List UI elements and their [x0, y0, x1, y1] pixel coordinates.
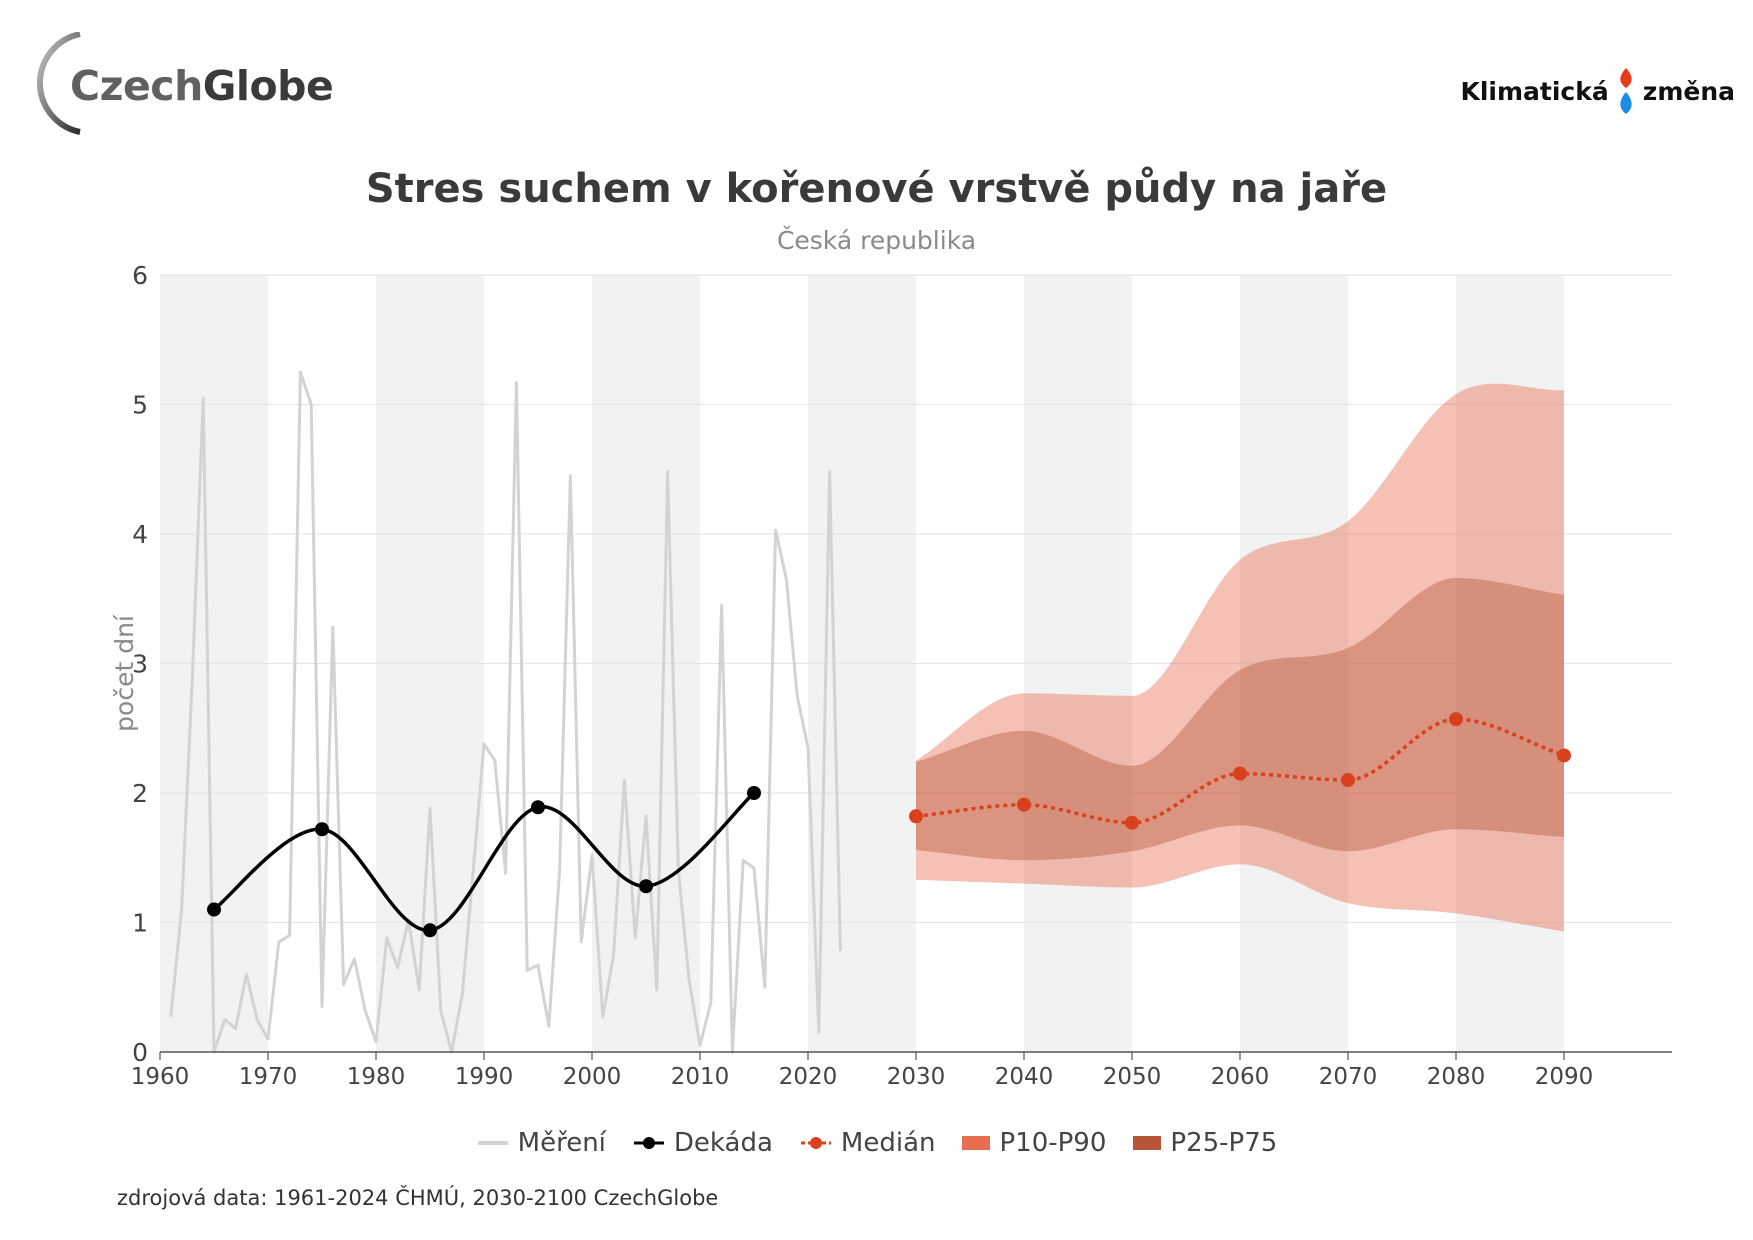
x-tick-label-2070: 2070: [1319, 1064, 1378, 1090]
legend-item-mereni[interactable]: Měření: [476, 1128, 606, 1158]
x-tick-label-1970: 1970: [239, 1064, 298, 1090]
legend-swatch-median: [800, 1137, 831, 1149]
legend-item-p25-p75[interactable]: P25-P75: [1132, 1128, 1277, 1158]
point-median-2080: [1449, 712, 1463, 727]
series-line-mereni: [169, 370, 842, 1054]
y-axis-label: počet dní: [110, 614, 139, 732]
legend-label-p25-p75: P25-P75: [1170, 1128, 1278, 1158]
brand-word-1: Klimatická: [1460, 76, 1609, 106]
point-dekada-1985: [423, 923, 437, 938]
y-tick-label-2: 2: [132, 779, 148, 808]
legend-swatch-p25-p75: [1133, 1136, 1162, 1150]
drops-icon: [1620, 68, 1632, 114]
legend-item-dekada[interactable]: Dekáda: [632, 1128, 773, 1158]
legend: Měření Dekáda Medián P10-P90 P25-P75: [0, 1128, 1753, 1158]
legend-label-median: Medián: [840, 1128, 936, 1158]
x-tick-label-2020: 2020: [779, 1064, 838, 1090]
klimaticka-zmena-logo: Klimatická změna: [1460, 66, 1735, 116]
legend-label-dekada: Dekáda: [673, 1128, 773, 1158]
point-dekada-2015: [747, 786, 761, 800]
globe-arc-icon: [36, 31, 81, 135]
czechglobe-logo: CzechGlobe: [36, 31, 336, 142]
point-median-2040: [1017, 797, 1031, 812]
x-tick-label-2040: 2040: [995, 1064, 1054, 1090]
point-dekada-1965: [207, 902, 221, 917]
legend-swatch-dekada: [633, 1137, 664, 1149]
area-p25-p75: [916, 578, 1564, 861]
point-dekada-2005: [639, 879, 653, 894]
legend-label-p10-p90: P10-P90: [999, 1128, 1107, 1158]
y-tick-label-5: 5: [132, 391, 148, 420]
x-tick-label-2050: 2050: [1103, 1064, 1162, 1090]
x-tick-label-2090: 2090: [1535, 1064, 1594, 1090]
x-tick-label-2060: 2060: [1211, 1064, 1270, 1090]
chart: 1960 1970 1980 1990 2000 2010 2020 2030 2040 2050…: [110, 261, 1672, 1090]
logo-word-globe: Globe: [202, 62, 334, 110]
y-tick-label-3: 3: [132, 650, 148, 679]
x-tick-label-1990: 1990: [455, 1064, 514, 1090]
x-tick-label-1980: 1980: [347, 1064, 406, 1090]
x-tick-label-2000: 2000: [563, 1064, 622, 1090]
x-tick-label-2010: 2010: [671, 1064, 730, 1090]
point-median-2070: [1341, 773, 1355, 788]
y-tick-label-4: 4: [132, 520, 148, 549]
y-tick-label-6: 6: [132, 261, 148, 290]
point-median-2090: [1557, 748, 1571, 763]
point-median-2030: [909, 809, 923, 824]
legend-item-median[interactable]: Medián: [799, 1128, 936, 1158]
point-dekada-1995: [531, 800, 545, 815]
chart-title: Stres suchem v kořenové vrstvě půdy na j…: [365, 166, 1388, 212]
series-line-dekada: [212, 791, 756, 933]
x-tick-label-1960: 1960: [131, 1064, 190, 1090]
legend-swatch-mereni: [477, 1141, 508, 1145]
point-median-2050: [1125, 815, 1139, 830]
y-tick-label-0: 0: [132, 1038, 148, 1067]
x-tick-label-2080: 2080: [1427, 1064, 1486, 1090]
legend-item-p10-p90[interactable]: P10-P90: [961, 1128, 1106, 1158]
source-note: zdrojová data: 1961-2024 ČHMÚ, 2030-2100…: [117, 1186, 719, 1210]
point-dekada-1975: [315, 822, 329, 837]
legend-label-mereni: Měření: [517, 1128, 606, 1158]
legend-swatch-p10-p90: [962, 1136, 991, 1150]
x-tick-label-2030: 2030: [887, 1064, 946, 1090]
logo-word-czech: Czech: [70, 62, 203, 110]
area-p10-p90: [916, 383, 1564, 932]
point-median-2060: [1233, 766, 1247, 781]
y-tick-label-1: 1: [132, 909, 148, 938]
brand-word-2: změna: [1642, 76, 1735, 106]
chart-subtitle: Česká republika: [776, 226, 977, 255]
